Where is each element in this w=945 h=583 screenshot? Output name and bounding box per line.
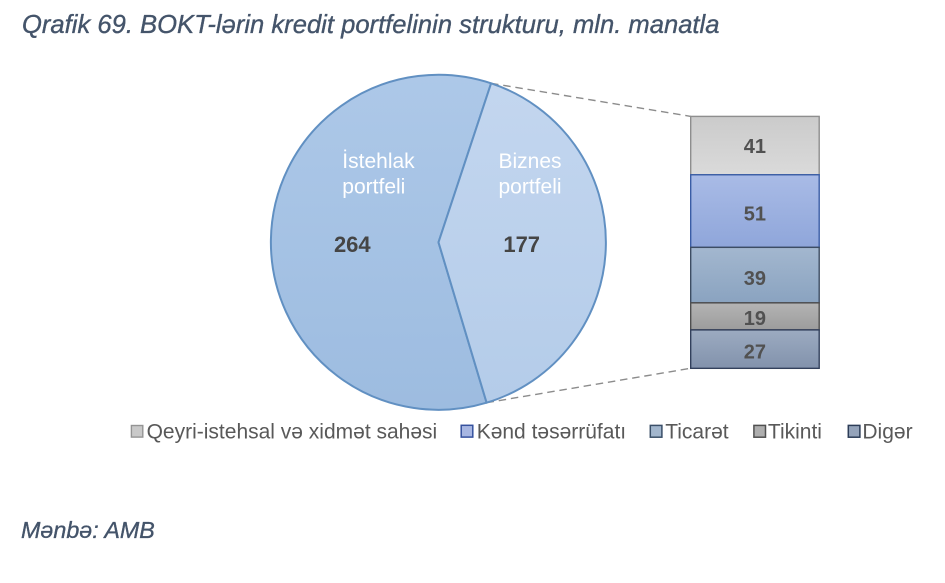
svg-text:41: 41 [744, 136, 766, 158]
svg-text:Ticarət: Ticarət [665, 420, 729, 443]
svg-text:Tikinti: Tikinti [768, 420, 822, 443]
svg-text:177: 177 [503, 232, 540, 257]
svg-text:27: 27 [744, 342, 766, 364]
svg-text:Biznes: Biznes [499, 150, 562, 173]
svg-text:39: 39 [744, 268, 766, 290]
svg-text:portfeli: portfeli [499, 176, 562, 199]
svg-text:Qeyri-istehsal və xidmət sahəs: Qeyri-istehsal və xidmət sahəsi [147, 420, 438, 443]
svg-text:51: 51 [744, 204, 766, 226]
svg-text:Kənd təsərrüfatı: Kənd təsərrüfatı [477, 420, 626, 443]
svg-text:portfeli: portfeli [342, 176, 405, 199]
svg-text:19: 19 [744, 308, 766, 330]
svg-text:İstehlak: İstehlak [342, 150, 415, 173]
svg-text:Digər: Digər [862, 420, 912, 443]
svg-text:264: 264 [334, 232, 371, 257]
